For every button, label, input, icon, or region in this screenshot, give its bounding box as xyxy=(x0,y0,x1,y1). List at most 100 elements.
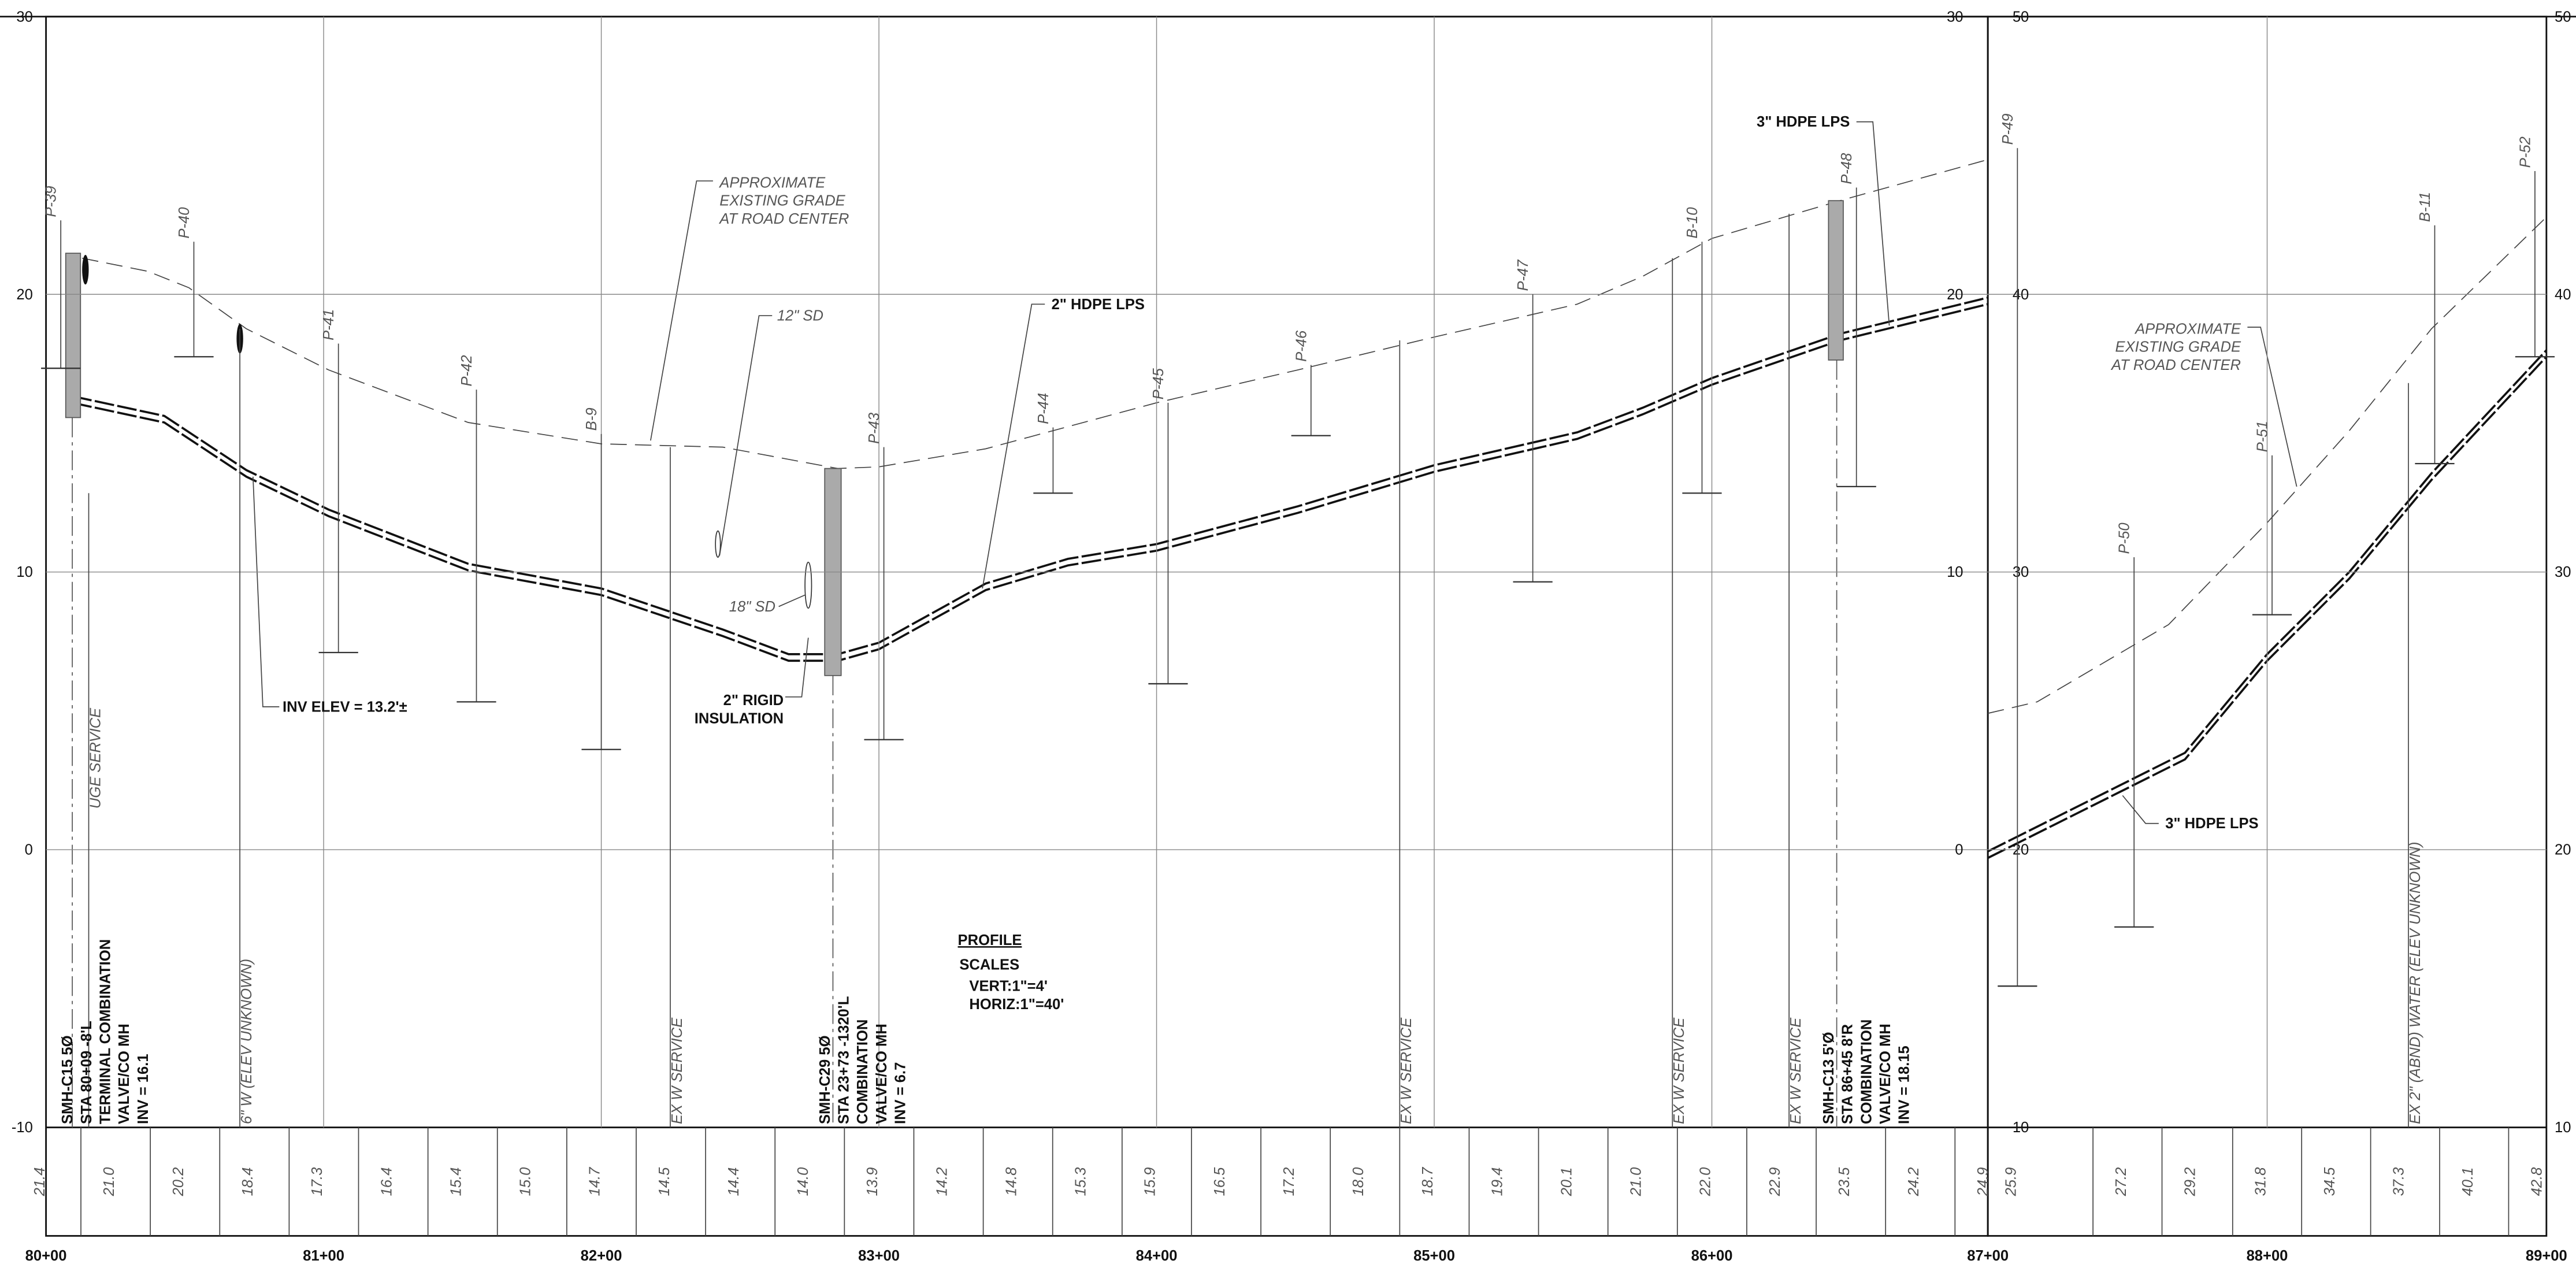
grade-elevation: 29.2 xyxy=(2182,1167,2198,1197)
pipe-label: 18" SD xyxy=(729,599,775,615)
storm-pipe xyxy=(715,530,721,558)
grade-elevation: 21.0 xyxy=(101,1167,117,1197)
service-label: UGE SERVICE xyxy=(87,707,103,809)
grade-elevation: 22.9 xyxy=(1767,1167,1783,1197)
manhole xyxy=(1828,200,1844,361)
axis-label: 10 xyxy=(2555,1120,2571,1136)
grade-elevation: 31.8 xyxy=(2253,1167,2269,1196)
boring-label: P-43 xyxy=(866,413,882,444)
boring-label: P-49 xyxy=(2000,113,2016,144)
grade-note: APPROXIMATE xyxy=(718,175,826,191)
scale-horiz: HORIZ:1"=40' xyxy=(969,996,1064,1013)
boring-label: P-52 xyxy=(2517,136,2533,168)
title: PROFILE xyxy=(958,932,1022,948)
boring-label: P-40 xyxy=(176,207,192,239)
grade-note: AT ROAD CENTER xyxy=(718,211,849,227)
boring-label: P-42 xyxy=(459,355,475,386)
station-label: 89+00 xyxy=(2526,1248,2567,1264)
scale-vert: VERT:1"=4' xyxy=(969,978,1048,995)
grade-elevation: 14.7 xyxy=(587,1166,603,1196)
manhole-label: STA 86+45 8'R xyxy=(1840,1024,1856,1124)
axis-label: 0 xyxy=(25,842,33,858)
axis-label: 40 xyxy=(2555,287,2571,303)
insulation-note: INSULATION xyxy=(695,710,784,726)
grade-elevation: 23.5 xyxy=(1836,1167,1853,1197)
manhole-label: SMH-C13 5'Ø xyxy=(1821,1032,1837,1124)
station-label: 86+00 xyxy=(1691,1248,1733,1264)
grade-elevation: 16.5 xyxy=(1212,1167,1228,1196)
grade-elevation: 14.2 xyxy=(934,1167,950,1196)
grade-elevation: 14.4 xyxy=(726,1167,742,1196)
axis-label: 30 xyxy=(16,9,32,25)
axis-label: 20 xyxy=(2013,842,2029,858)
axis-label: 10 xyxy=(16,564,32,580)
service-label: EX 2" (ABND) WATER (ELEV UNKNOWN) xyxy=(2407,842,2423,1124)
axis-label: 20 xyxy=(2555,842,2571,858)
grade-elevation: 18.4 xyxy=(240,1167,256,1196)
grade-elevation: 15.0 xyxy=(518,1167,534,1196)
storm-pipe xyxy=(804,561,812,609)
axis-label: 30 xyxy=(1947,9,1963,25)
pipe-label: 2" HDPE LPS xyxy=(1052,296,1145,313)
station-label: 88+00 xyxy=(2247,1248,2288,1264)
grade-elevation: 37.3 xyxy=(2391,1167,2407,1196)
boring-label: P-46 xyxy=(1293,330,1309,362)
manhole-label: COMBINATION xyxy=(855,1020,871,1124)
grade-elevation: 27.2 xyxy=(2113,1167,2129,1197)
grade-elevation: 40.1 xyxy=(2460,1167,2476,1196)
axis-label: 10 xyxy=(2013,1120,2029,1136)
pipe-label: 3" HDPE LPS xyxy=(2165,816,2258,832)
scales-label: SCALES xyxy=(959,957,1019,973)
grade-elevation: 24.2 xyxy=(1906,1167,1922,1197)
inv-note: INV ELEV = 13.2'± xyxy=(283,699,407,715)
grade-note: EXISTING GRADE xyxy=(2115,339,2241,355)
grade-elevation: 21.4 xyxy=(32,1167,48,1197)
boring-label: B-11 xyxy=(2417,192,2433,222)
service-label: EX W SERVICE xyxy=(1398,1017,1415,1124)
pipe-label: 12" SD xyxy=(777,308,823,324)
grade-elevation: 42.8 xyxy=(2529,1167,2545,1196)
axis-label: 30 xyxy=(2013,564,2029,580)
grade-elevation: 15.9 xyxy=(1142,1167,1159,1196)
service-label: EX W SERVICE xyxy=(669,1017,685,1124)
grade-elevation: 17.2 xyxy=(1281,1167,1297,1196)
grade-elevation: 15.3 xyxy=(1073,1167,1089,1196)
manhole xyxy=(65,253,81,418)
grade-elevation: 20.2 xyxy=(170,1167,187,1197)
manhole-label: INV = 16.1 xyxy=(135,1054,151,1124)
boring-label: P-51 xyxy=(2254,421,2270,452)
service-label: EX W SERVICE xyxy=(1671,1017,1687,1124)
storm-pipe xyxy=(82,255,89,285)
grade-elevation: 18.7 xyxy=(1420,1166,1436,1196)
grade-note: EXISTING GRADE xyxy=(719,193,845,209)
leaders xyxy=(252,121,2297,824)
boring-label: P-45 xyxy=(1150,368,1167,399)
boring-label: B-9 xyxy=(584,407,600,431)
axis-label: 50 xyxy=(2013,9,2029,25)
station-label: 87+00 xyxy=(1967,1248,2009,1264)
station-label: 84+00 xyxy=(1136,1248,1178,1264)
grade-elevation: 17.3 xyxy=(309,1167,325,1196)
grade-elevation: 18.0 xyxy=(1350,1167,1367,1196)
manhole-label: VALVE/CO MH xyxy=(874,1024,890,1124)
axis-label: -10 xyxy=(12,1120,33,1136)
manhole-label: STA 23+73 -1320'L xyxy=(836,996,852,1125)
grade-note: APPROXIMATE xyxy=(2134,321,2241,337)
station-label: 81+00 xyxy=(303,1248,344,1264)
grade-elevation: 34.5 xyxy=(2322,1167,2338,1196)
grade-elevation: 24.9 xyxy=(1975,1167,1991,1197)
station-label: 82+00 xyxy=(581,1248,622,1264)
grade-elevation: 19.4 xyxy=(1489,1167,1505,1196)
station-label: 80+00 xyxy=(25,1248,67,1264)
grade-elevation: 20.1 xyxy=(1558,1167,1575,1197)
grade-elevation: 25.9 xyxy=(2003,1167,2019,1197)
station-label: 83+00 xyxy=(858,1248,900,1264)
manhole-label: SMH-C15 5Ø xyxy=(60,1035,76,1124)
manhole-label: COMBINATION xyxy=(1858,1020,1875,1124)
grade-elevation: 14.5 xyxy=(656,1167,673,1196)
axis-label: 20 xyxy=(1947,287,1963,303)
grade-note: AT ROAD CENTER xyxy=(2110,357,2241,373)
insulation-note: 2" RIGID xyxy=(723,692,784,709)
